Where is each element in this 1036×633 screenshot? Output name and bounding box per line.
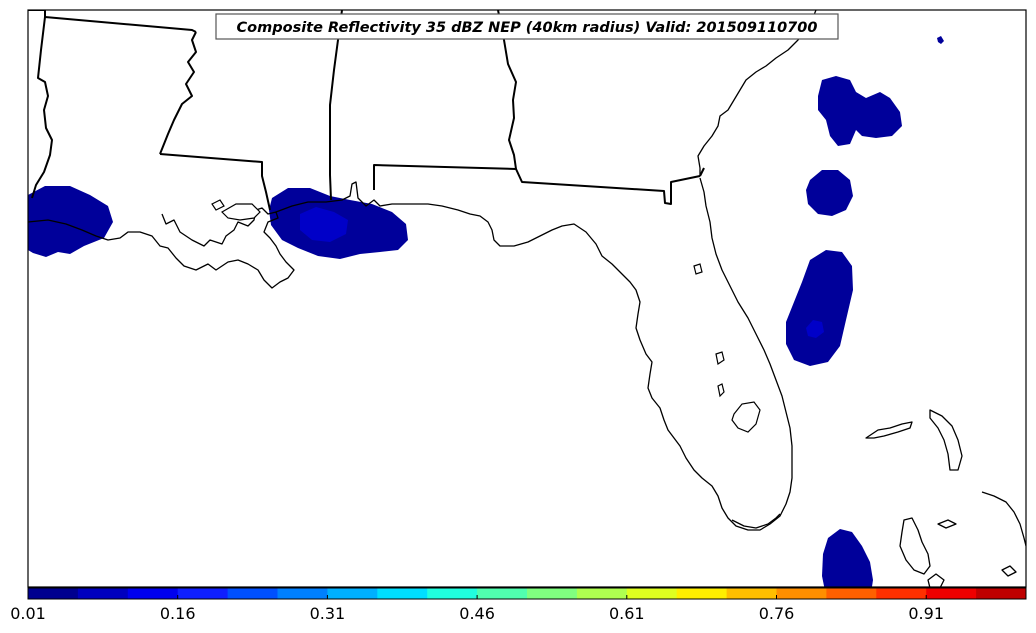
colorbar-segment	[926, 588, 977, 599]
colorbar-segment	[477, 588, 528, 599]
colorbar-tick-label: 0.16	[160, 604, 196, 623]
atlantic-south-area	[786, 250, 853, 366]
state-border-ms-river-la	[31, 16, 53, 199]
colorbar-tick-label: 0.91	[908, 604, 944, 623]
colorbar-segment	[427, 588, 478, 599]
atlantic-speck-area	[937, 36, 944, 44]
state-border-al-fl	[373, 164, 701, 205]
colorbar-segment	[327, 588, 378, 599]
atlantic-north-area	[818, 76, 902, 146]
coast-florida-keys	[731, 513, 781, 529]
lake-okeechobee	[731, 401, 761, 433]
colorbar-segment	[377, 588, 428, 599]
colorbar-tick-label: 0.46	[459, 604, 495, 623]
lake-harris	[715, 351, 725, 365]
atlantic-mid-area	[806, 170, 853, 216]
colorbar-segment	[776, 588, 827, 599]
coastlines	[28, 10, 1026, 587]
colorbar-segment	[227, 588, 278, 599]
atlantic-south-core	[806, 320, 824, 338]
colorbar-tick-label: 0.01	[10, 604, 46, 623]
colorbar-outline	[27, 587, 1027, 600]
colorbar-segment	[177, 588, 229, 599]
colorbar-tick-label: 0.76	[759, 604, 795, 623]
colorbar: 0.01 0.16 0.31 0.46 0.61 0.76 0.91	[10, 587, 1027, 623]
louisiana-west-area	[28, 186, 113, 257]
state-border-al-ga	[497, 10, 517, 170]
coast-cuba	[865, 421, 913, 439]
lake-kissimmee	[717, 383, 725, 398]
state-border-la-ms-river	[159, 31, 197, 155]
colorbar-segment	[826, 588, 877, 599]
colorbar-segment	[77, 588, 129, 599]
coast-bahamas-andros	[899, 517, 931, 575]
bahamas-area	[822, 529, 873, 587]
state-border-ga-fl-stmarys	[699, 167, 705, 177]
colorbar-segment	[527, 588, 578, 599]
title-box: Composite Reflectivity 35 dBZ NEP (40km …	[215, 13, 839, 40]
colorbar-tick-label: 0.31	[310, 604, 346, 623]
coast-bahamas-eleuthera	[929, 409, 963, 471]
colorbar-segment	[626, 588, 678, 599]
lake-pontchartrain	[221, 203, 261, 221]
colorbar-tick-label: 0.61	[609, 604, 645, 623]
gulf-coast-ms-core	[300, 207, 348, 242]
colorbar-segment	[28, 588, 79, 599]
coast-louisiana	[28, 207, 295, 289]
map-title: Composite Reflectivity 35 dBZ NEP (40km …	[237, 20, 818, 36]
lake-maurepas	[211, 199, 225, 211]
lake-george	[693, 263, 703, 275]
coast-ms-al-panhandle	[275, 177, 793, 531]
state-borders	[28, 10, 705, 211]
colorbar-segment	[127, 588, 179, 599]
coast-bahamas-small1	[937, 519, 957, 529]
colorbar-segment	[277, 588, 328, 599]
state-border-ms-al	[329, 10, 343, 201]
coast-bahamas-small3	[1001, 565, 1017, 577]
coast-atlantic-ga-sc	[697, 10, 817, 176]
colorbar-segment	[676, 588, 728, 599]
lakes	[211, 199, 761, 433]
coast-bahamas-abaco	[981, 491, 1026, 547]
probability-areas	[28, 36, 944, 587]
state-border-la-ms-31	[159, 153, 271, 211]
colorbar-segment	[726, 588, 777, 599]
colorbar-segment	[976, 588, 1027, 599]
colorbar-segment	[876, 588, 927, 599]
colorbar-segment	[576, 588, 628, 599]
map-frame	[27, 9, 1027, 588]
